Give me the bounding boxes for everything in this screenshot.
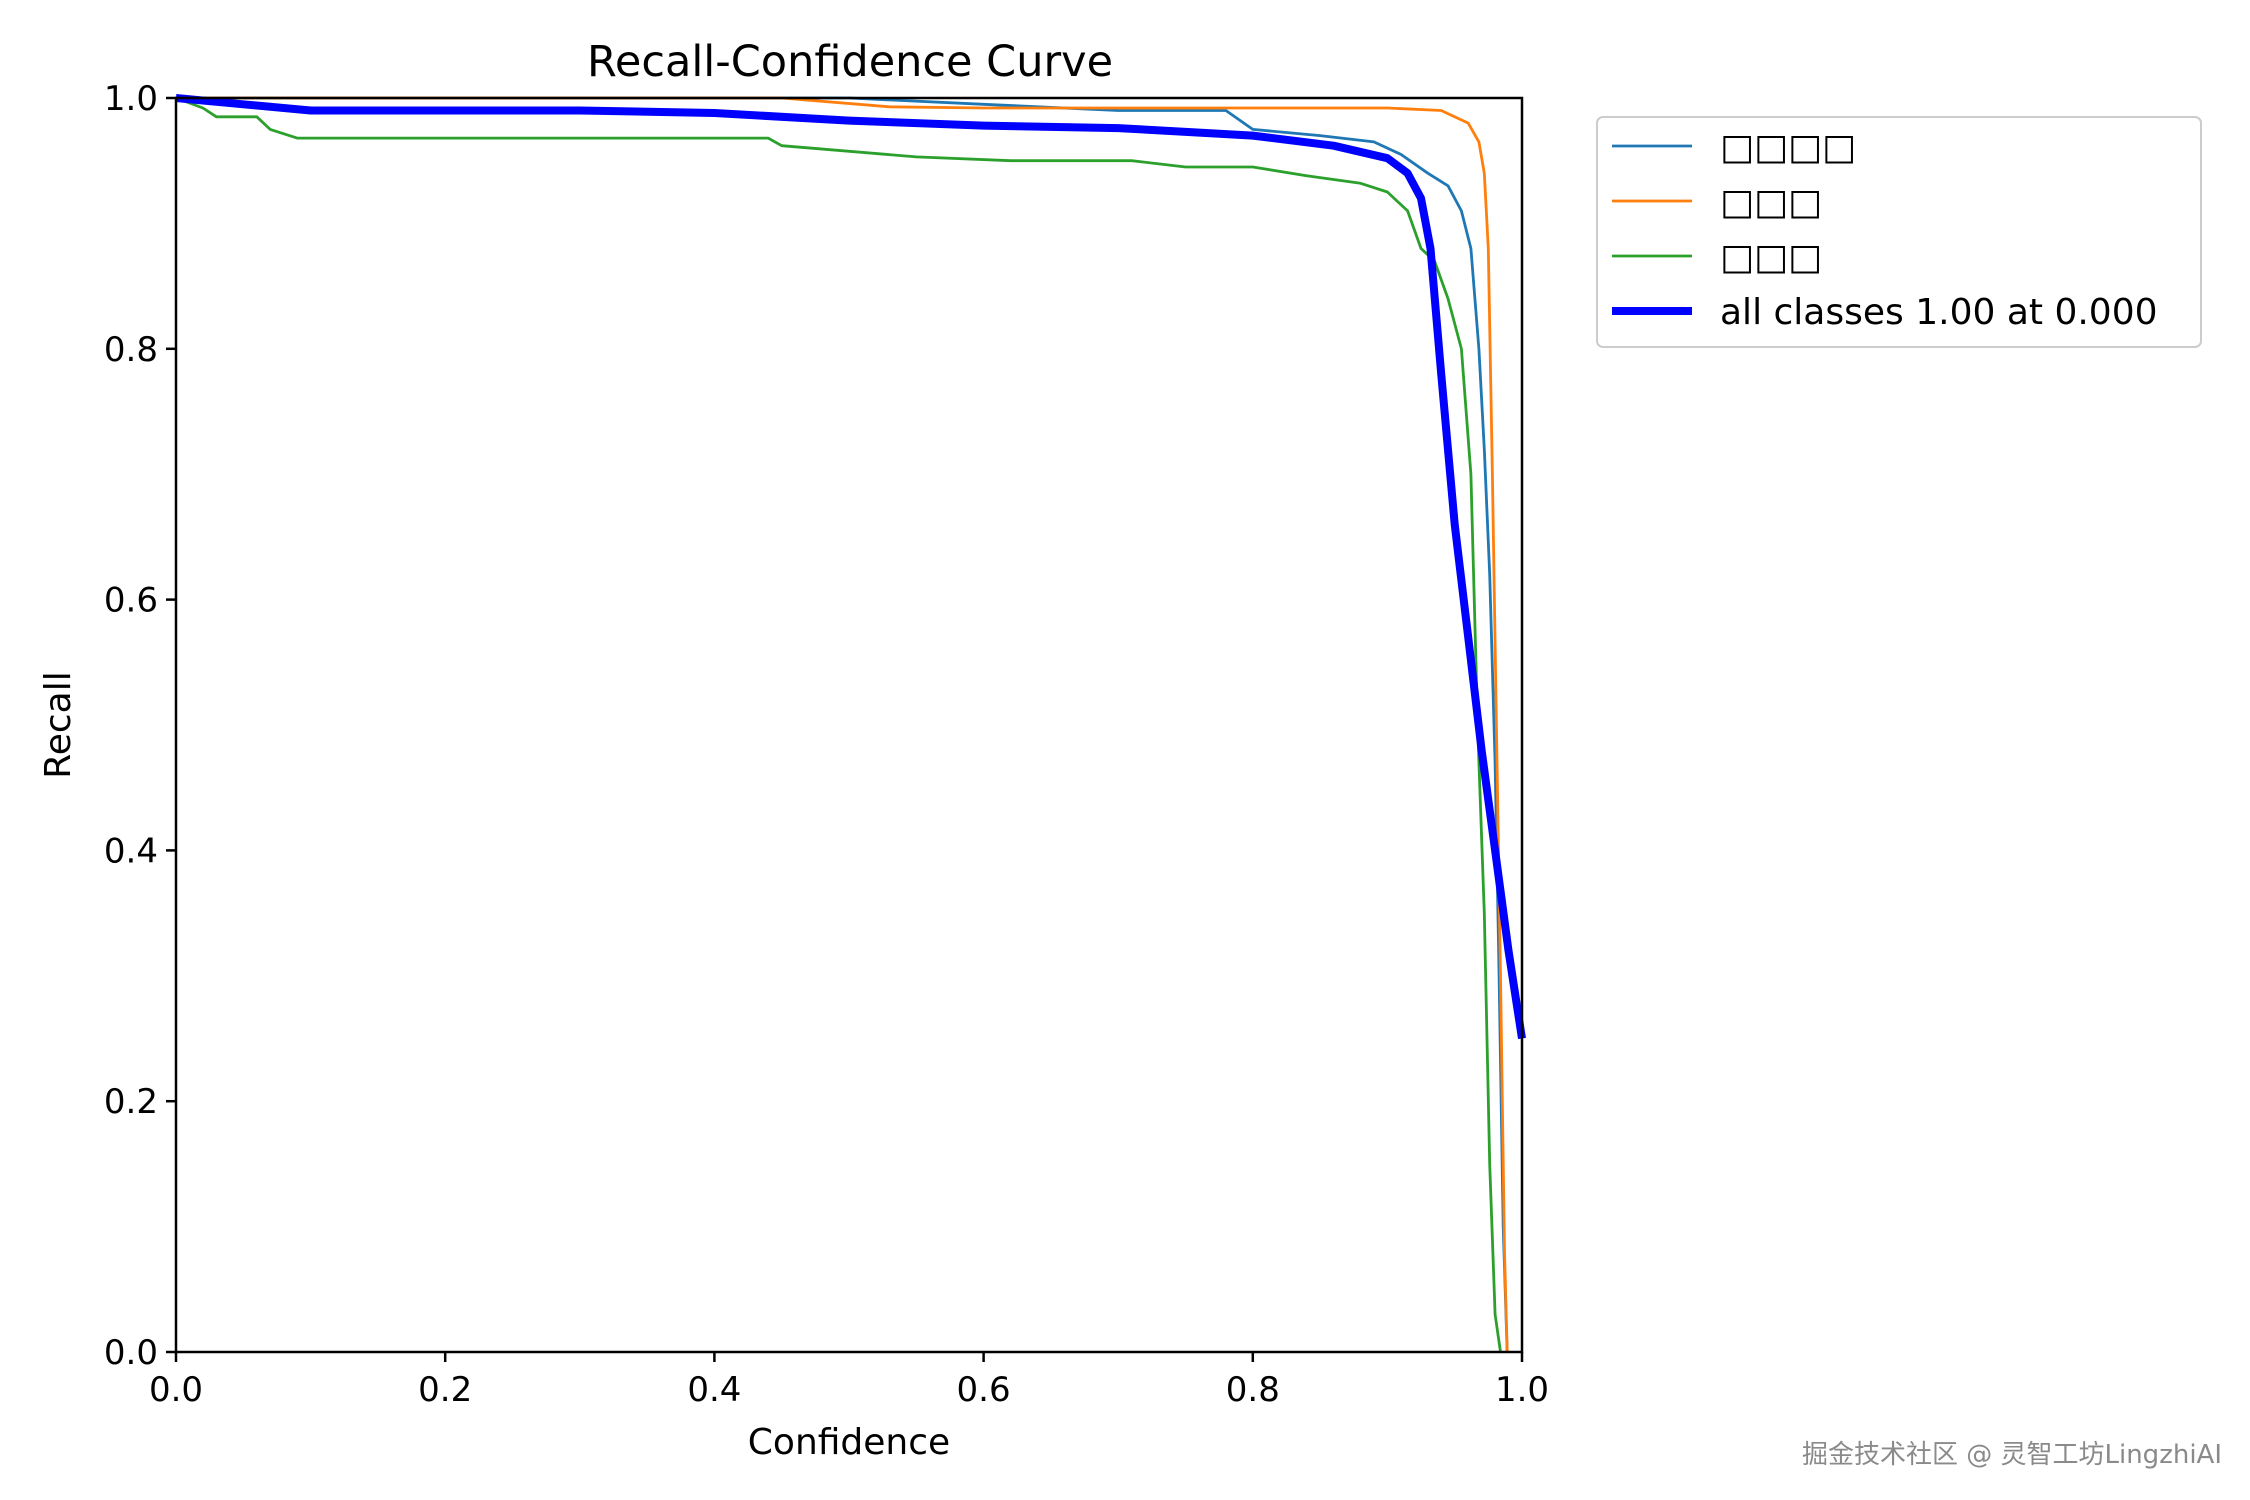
series-class-1-line [176,96,1509,1353]
legend-label-series-class-1: □□□□ [1720,127,1856,168]
series-class-2-line [176,96,1509,1353]
plot-area [175,94,1526,1353]
y-tick-label: 0.8 [104,330,158,370]
y-tick-label: 0.4 [104,831,158,871]
x-tick-label: 0.8 [1226,1370,1280,1410]
watermark-text: 掘金技术社区 @ 灵智工坊LingzhiAI [1802,1440,2222,1470]
axis-ticks: 0.0 0.2 0.4 0.6 0.8 1.0 0.0 0.2 0.4 0.6 0.8 1.0 [104,79,1549,1410]
series-class-3-line [175,96,1502,1353]
x-axis-title: Confidence [748,1422,950,1463]
legend-label-series-class-2: □□□ [1720,182,1822,223]
chart-title: Recall-Confidence Curve [587,37,1113,87]
plot-frame [174,96,1524,1354]
y-tick-label: 0.2 [104,1082,158,1122]
legend-label-series-class-3: □□□ [1720,237,1822,278]
legend: □□□□□□□□□□all classes 1.00 at 0.000 [1596,116,2202,348]
y-axis-title: Recall [38,671,79,778]
series-all-classes-line [175,94,1526,1040]
y-tick-label: 0.6 [104,581,158,621]
x-tick-label: 0.0 [149,1370,203,1410]
x-tick-label: 0.2 [418,1370,472,1410]
x-tick-label: 1.0 [1495,1370,1549,1410]
y-tick-label: 1.0 [104,79,158,119]
x-tick-label: 0.4 [687,1370,741,1410]
y-tick-label: 0.0 [104,1333,158,1373]
legend-label-series-all-classes: all classes 1.00 at 0.000 [1720,292,2158,333]
legend-frame [1596,116,2202,348]
x-tick-label: 0.6 [957,1370,1011,1410]
